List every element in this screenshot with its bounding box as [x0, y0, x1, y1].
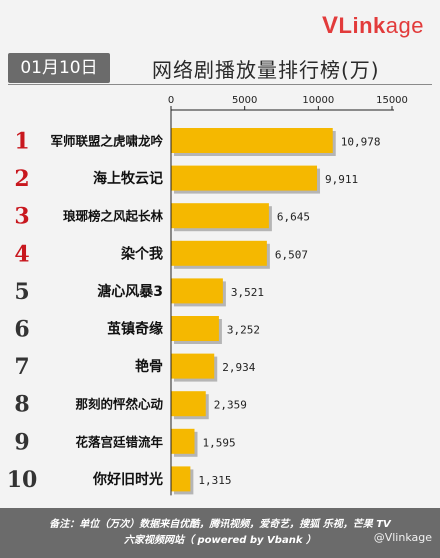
chart-title: 网络剧播放量排行榜(万) — [152, 58, 380, 82]
footer-line-2: 六家视频网站（ powered by Vbank ） — [124, 535, 316, 546]
date-badge: 01月10日 — [8, 53, 110, 83]
bar — [171, 278, 223, 304]
bar — [171, 316, 219, 341]
category-label: 那刻的怦然心动 — [75, 397, 163, 412]
rank-number: 9 — [14, 429, 29, 455]
value-label: 6,507 — [275, 248, 308, 261]
category-label: 溏心风暴3 — [97, 283, 163, 300]
category-label: 海上牧云记 — [93, 170, 163, 187]
category-label: 花落宫廷错流年 — [75, 434, 163, 449]
value-label: 3,521 — [231, 286, 264, 299]
bar — [171, 203, 269, 229]
value-label: 6,645 — [277, 211, 310, 224]
bar — [171, 128, 333, 153]
bar — [171, 165, 318, 191]
category-label: 染个我 — [121, 245, 163, 262]
title-divider — [8, 84, 432, 85]
bar — [171, 353, 215, 379]
x-tick-label: 10000 — [302, 95, 334, 106]
category-label: 琅琊榜之风起长林 — [63, 209, 164, 224]
rank-number: 5 — [14, 279, 29, 305]
rank-number: 7 — [14, 354, 29, 380]
bar — [171, 466, 191, 492]
logo-age: age — [385, 13, 424, 38]
logo-link: Link — [338, 13, 386, 38]
x-tick-label: 15000 — [376, 95, 408, 106]
bar-chart: 0 5000 10000 15000 1 军师联盟之虎啸龙吟 10,978 2 海上牧云记 9,9… — [7, 95, 408, 496]
footer-note: 备注：单位（万次）数据来自优酷，腾讯视频，爱奇艺，搜狐 乐视，芒果 TV 六家视… — [0, 508, 440, 558]
x-tick-label: 0 — [168, 95, 174, 106]
value-label: 3,252 — [227, 324, 260, 337]
rank-number: 4 — [14, 241, 29, 267]
value-label: 10,978 — [341, 136, 381, 149]
rank-number: 2 — [14, 166, 29, 192]
category-label: 你好旧时光 — [92, 471, 163, 488]
rank-number: 3 — [14, 204, 29, 230]
value-label: 2,359 — [214, 399, 247, 412]
rank-number: 10 — [7, 467, 38, 493]
rank-number: 8 — [14, 392, 29, 418]
value-label: 9,911 — [325, 173, 358, 186]
watermark: @Vlinkage — [373, 531, 432, 544]
value-label: 1,315 — [198, 474, 231, 487]
x-tick-label: 5000 — [232, 95, 257, 106]
bar — [171, 240, 267, 266]
value-label: 2,934 — [222, 361, 255, 374]
value-label: 1,595 — [202, 436, 235, 449]
logo-v: V — [322, 12, 339, 39]
category-label: 艳骨 — [135, 358, 163, 375]
rank-number: 6 — [14, 317, 29, 343]
vlinkage-logo: VLinkage — [322, 12, 424, 40]
rank-number: 1 — [14, 129, 29, 155]
bar — [171, 391, 206, 417]
category-label: 茧镇奇缘 — [107, 321, 163, 338]
category-label: 军师联盟之虎啸龙吟 — [50, 134, 163, 149]
footer-line-1: 备注：单位（万次）数据来自优酷，腾讯视频，爱奇艺，搜狐 乐视，芒果 TV — [49, 519, 391, 530]
bar — [171, 428, 195, 454]
